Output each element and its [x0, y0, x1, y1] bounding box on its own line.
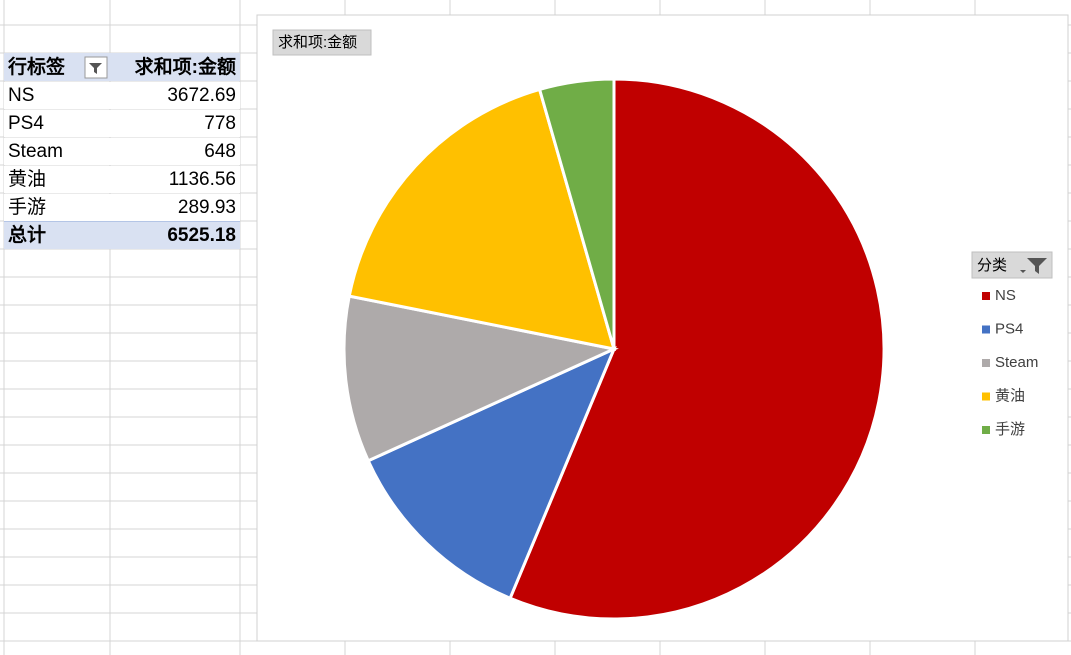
row-label: PS4: [8, 113, 44, 134]
legend-title: 分类: [977, 257, 1007, 274]
pie: [342, 77, 886, 621]
row-bg: [4, 166, 240, 193]
header-row: [4, 53, 240, 81]
pie-slice: [366, 346, 617, 601]
row-bg: [4, 82, 240, 109]
row-label: 黄油: [8, 168, 46, 190]
row-label: Steam: [8, 141, 63, 162]
legend-swatch: [982, 292, 990, 300]
value-field-button[interactable]: [272, 29, 372, 56]
pie-slice: [342, 294, 619, 463]
row-value: 289.93: [178, 197, 236, 218]
table-rows: NS 3672.69 PS4 778 Steam 648 黄油 1136.56 手游 289.93: [4, 82, 240, 221]
header-label: 行标签: [7, 55, 66, 78]
filter-icon: [89, 63, 102, 74]
pie-slice: [508, 77, 886, 621]
total-label: 总计: [8, 223, 46, 246]
legend-swatch: [982, 325, 990, 334]
row-label: 手游: [8, 196, 46, 218]
row-bg: [4, 194, 240, 221]
value-field-label: 求和项:金额: [278, 34, 357, 51]
header-value: 求和项:金额: [135, 55, 236, 78]
legend-swatch: [982, 392, 990, 401]
legend-swatch: [982, 426, 990, 434]
row-value: 778: [204, 113, 236, 134]
total-row: [4, 221, 240, 249]
legend-label: PS4: [995, 320, 1023, 337]
row-bg: [4, 110, 240, 137]
legend-label: 黄油: [995, 387, 1025, 404]
legend-label: Steam: [995, 354, 1038, 371]
total-value: 6525.18: [167, 225, 236, 246]
row-value: 3672.69: [167, 85, 236, 106]
legend-swatch: [982, 359, 990, 367]
legend-label: NS: [995, 287, 1016, 304]
row-value: 648: [204, 141, 236, 162]
row-label: NS: [8, 85, 34, 106]
pie-slice: [537, 77, 616, 350]
row-value: 1136.56: [169, 169, 236, 190]
legend-label: 手游: [995, 421, 1025, 438]
row-bg: [4, 138, 240, 165]
legend-filter-icon: [1020, 258, 1047, 274]
pie-slice: [347, 87, 617, 351]
